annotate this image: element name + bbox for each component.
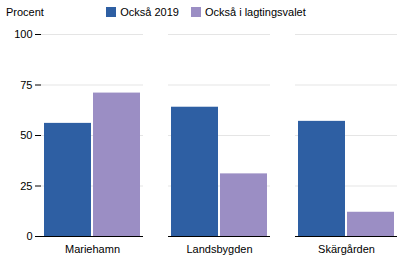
svg-text:Skärgården: Skärgården	[318, 243, 375, 255]
svg-text:Mariehamn: Mariehamn	[65, 243, 120, 255]
svg-text:75: 75	[20, 79, 32, 91]
html-text:Också i lagtingsvalet: Också i lagtingsvalet	[204, 6, 306, 18]
svg-text:25: 25	[20, 180, 32, 192]
svg-text:Landsbygden: Landsbygden	[186, 243, 252, 255]
svg-text:50: 50	[20, 129, 32, 141]
svg-text:100: 100	[14, 28, 32, 40]
svg-text:0: 0	[26, 230, 32, 242]
html-text:Också 2019: Också 2019	[120, 6, 179, 18]
html-text:Procent: Procent	[6, 6, 44, 18]
